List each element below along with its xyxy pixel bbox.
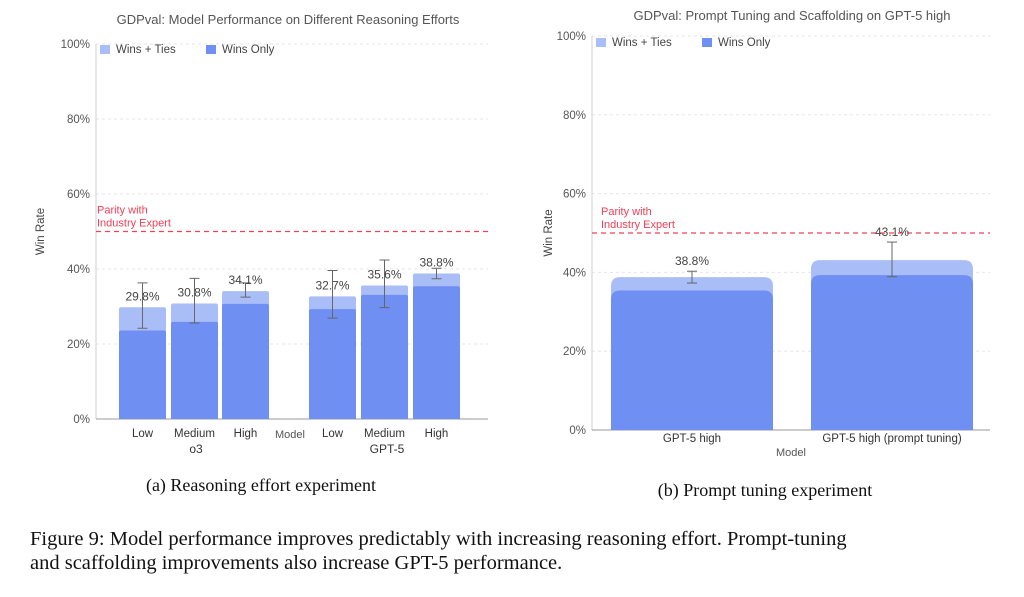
legend-swatch-wins-ties <box>596 38 606 47</box>
chart-2-y-tick-label: 80% <box>563 110 586 122</box>
bar-wins-only <box>119 330 166 419</box>
legend-label-wins-ties: Wins + Ties <box>612 37 672 49</box>
chart-1-y-tick-label: 100% <box>61 39 90 51</box>
figure-caption-line-2: and scaffolding improvements also increa… <box>30 552 563 574</box>
chart-1-group-label: GPT-5 <box>370 442 405 456</box>
bar-data-label: 35.6% <box>367 268 401 282</box>
chart-2-parity-label-line-2: Industry Expert <box>601 219 675 231</box>
bar-wins-only <box>811 275 973 430</box>
error-bar <box>189 277 200 324</box>
chart-1-y-tick-label: 80% <box>67 114 90 126</box>
bar-wins-only <box>309 309 356 419</box>
chart-1-x-tick-label: Low <box>132 428 154 440</box>
chart-2-subcaption: (b) Prompt tuning experiment <box>658 480 872 501</box>
bar-data-label: 38.8% <box>419 256 453 270</box>
chart-1-x-tick-label: Low <box>322 428 344 440</box>
legend-swatch-wins-ties <box>100 45 110 54</box>
chart-1-legend: Wins + Ties Wins Only <box>100 44 275 56</box>
figure-caption: Figure 9: Model performance improves pre… <box>30 527 1002 575</box>
error-bar <box>687 270 697 284</box>
bar-wins-only <box>611 290 773 430</box>
bar-wins-only <box>361 294 408 419</box>
chart-1-y-tick-label: 60% <box>67 189 90 201</box>
bar-data-label: 30.8% <box>177 286 211 300</box>
chart-2-y-tick-label: 20% <box>563 346 586 358</box>
chart-1-y-tick-label: 40% <box>67 264 90 276</box>
chart-2-y-tick-label: 60% <box>563 189 586 201</box>
chart-2-x-tick-label: GPT-5 high <box>663 433 721 445</box>
legend-swatch-wins-only <box>702 38 712 47</box>
figure-canvas: GDPval: Model Performance on Different R… <box>35 8 990 501</box>
chart-1-subcaption: (a) Reasoning effort experiment <box>146 475 376 496</box>
chart-2-parity-label-line-1: Parity with <box>601 206 652 218</box>
legend-label-wins-ties: Wins + Ties <box>116 44 176 56</box>
figure-caption-line-1: Figure 9: Model performance improves pre… <box>30 528 847 550</box>
legend-label-wins-only: Wins Only <box>222 44 275 56</box>
chart-1-x-tick-label: High <box>234 428 258 440</box>
chart-1-parity-label-line-1: Parity with <box>97 205 148 217</box>
chart-2-y-tick-label: 100% <box>557 31 586 43</box>
chart-1-x-tick-label: Medium <box>364 428 405 440</box>
chart-2-y-tick-label: 40% <box>563 267 586 279</box>
bar-wins-only <box>222 303 269 419</box>
chart-1-x-tick-label: High <box>425 428 449 440</box>
chart-2-y-axis-label: Win Rate <box>543 209 555 256</box>
bar-wins-only <box>413 286 460 419</box>
chart-1-y-axis-label: Win Rate <box>35 208 47 255</box>
chart-2: GDPval: Prompt Tuning and Scaffolding on… <box>543 8 990 501</box>
bar-data-label: 43.1% <box>875 225 909 239</box>
chart-1-x-axis-label: Model <box>275 429 305 441</box>
chart-1-parity-label-line-2: Industry Expert <box>97 218 171 230</box>
bar-data-label: 29.8% <box>125 289 159 303</box>
legend-swatch-wins-only <box>206 45 216 54</box>
chart-1-group-label: o3 <box>189 442 203 456</box>
chart-1-title: GDPval: Model Performance on Different R… <box>117 12 460 27</box>
chart-2-legend: Wins + Ties Wins Only <box>596 37 771 49</box>
chart-2-x-axis-label: Model <box>776 447 806 459</box>
chart-2-title: GDPval: Prompt Tuning and Scaffolding on… <box>634 8 951 23</box>
chart-1-y-tick-label: 20% <box>67 339 90 351</box>
bar-data-label: 32.7% <box>315 278 349 292</box>
error-bar <box>379 259 390 309</box>
bar-data-label: 38.8% <box>675 254 709 268</box>
chart-2-y-tick-label: 0% <box>569 425 586 437</box>
bar-data-label: 34.1% <box>228 273 262 287</box>
chart-1-y-tick-label: 0% <box>73 414 90 426</box>
chart-2-x-tick-label: GPT-5 high (prompt tuning) <box>822 433 962 445</box>
legend-label-wins-only: Wins Only <box>718 37 771 49</box>
chart-1: GDPval: Model Performance on Different R… <box>35 12 488 496</box>
error-bar <box>240 282 251 298</box>
bar-wins-only <box>171 321 218 419</box>
error-bar <box>327 270 338 319</box>
error-bar <box>431 267 442 280</box>
error-bar <box>887 241 897 278</box>
chart-1-x-tick-label: Medium <box>174 428 215 440</box>
error-bar <box>137 282 148 329</box>
